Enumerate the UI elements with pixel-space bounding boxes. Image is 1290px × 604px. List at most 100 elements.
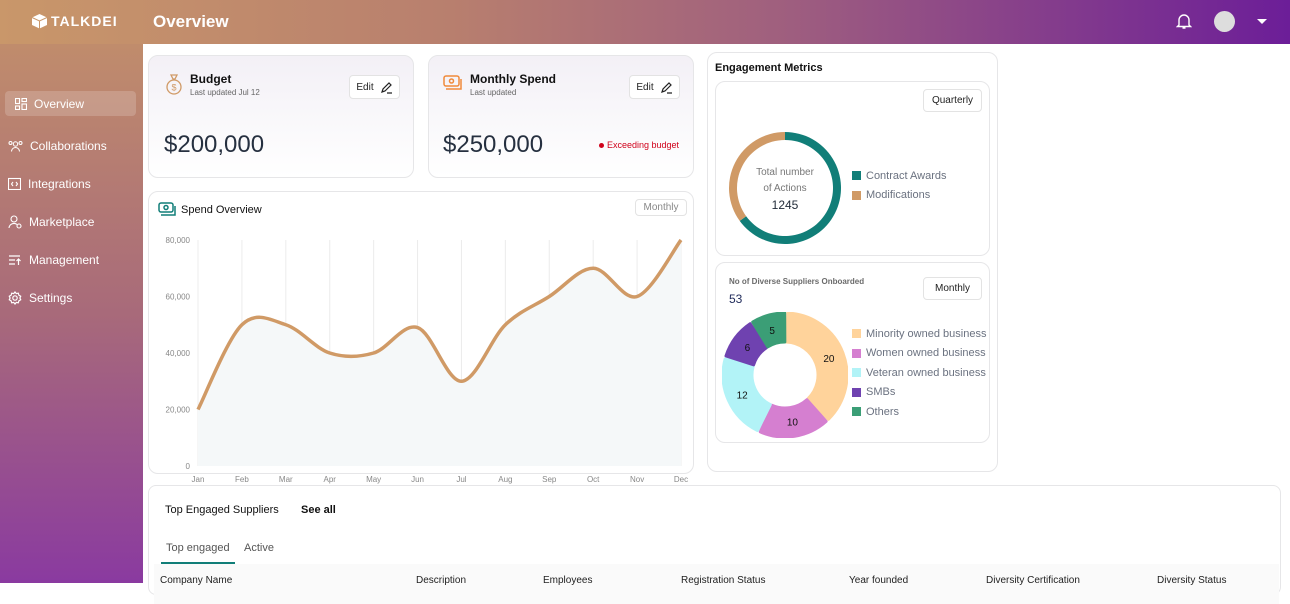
period-select[interactable]: Monthly (635, 199, 687, 216)
diverse-total: 53 (729, 292, 742, 306)
sidebar-item-label: Integrations (28, 177, 91, 191)
tab-active[interactable]: Active (244, 542, 274, 554)
diverse-legend: Minority owned business Women owned busin… (852, 324, 986, 422)
column-header[interactable]: Diversity Status (1157, 575, 1226, 586)
segment-label: 12 (737, 390, 749, 401)
legend-item: Contract Awards (852, 166, 947, 186)
cash-icon (443, 75, 462, 91)
sidebar-item-integrations[interactable]: Integrations (5, 171, 136, 196)
x-tick-label: Mar (279, 475, 293, 484)
donut-center: Total number of Actions 1245 (735, 165, 835, 213)
quarterly-select[interactable]: Quarterly (923, 89, 982, 112)
bell-icon[interactable] (1176, 12, 1192, 30)
legend-swatch (852, 349, 861, 358)
suppliers-title: Top Engaged Suppliers (165, 504, 279, 516)
legend-swatch (852, 368, 861, 377)
column-header[interactable]: Diversity Certification (986, 575, 1080, 586)
x-tick-label: Nov (630, 475, 644, 484)
edit-monthly-spend-button[interactable]: Edit (629, 75, 680, 99)
edit-label: Edit (636, 82, 653, 93)
legend-item: SMBs (852, 383, 986, 403)
legend-label: Minority owned business (866, 328, 986, 340)
x-tick-label: Jan (192, 475, 205, 484)
segment-label: 6 (745, 343, 751, 354)
x-tick-label: May (366, 475, 381, 484)
y-tick-label: 60,000 (166, 293, 191, 302)
legend-label: Modifications (866, 189, 930, 201)
column-header[interactable]: Employees (543, 575, 592, 586)
status-dot-icon (599, 143, 604, 148)
see-all-link[interactable]: See all (301, 504, 336, 516)
segment-label: 20 (823, 354, 835, 365)
gear-icon (8, 291, 22, 305)
period-label: Quarterly (932, 95, 973, 106)
x-tick-label: Dec (674, 475, 688, 484)
chevron-down-icon[interactable] (1257, 19, 1267, 24)
list-upload-icon (8, 254, 22, 266)
avatar[interactable] (1214, 11, 1235, 32)
period-label: Monthly (643, 202, 678, 213)
spend-overview-title: Spend Overview (181, 204, 262, 216)
sidebar-item-management[interactable]: Management (5, 247, 136, 272)
segment-label: 10 (787, 417, 799, 428)
grid-icon (15, 98, 27, 110)
center-label: Total number (735, 165, 835, 181)
code-box-icon (8, 177, 21, 190)
period-label: Monthly (935, 283, 970, 294)
y-tick-label: 80,000 (166, 236, 191, 245)
segment-label: 5 (769, 326, 775, 337)
x-tick-label: Jul (456, 475, 466, 484)
center-label: of Actions (735, 181, 835, 197)
sidebar-item-label: Overview (34, 97, 84, 111)
x-tick-label: Aug (498, 475, 512, 484)
sidebar-item-collaborations[interactable]: Collaborations (5, 133, 136, 158)
x-tick-label: Sep (542, 475, 557, 484)
column-header[interactable]: Company Name (160, 575, 232, 586)
status-text: Exceeding budget (607, 140, 679, 150)
money-bag-icon: $ (165, 73, 183, 95)
budget-updated: Last updated Jul 12 (190, 88, 260, 97)
tab-top-engaged[interactable]: Top engaged (161, 542, 235, 564)
legend-label: Women owned business (866, 347, 986, 359)
actions-legend: Contract Awards Modifications (852, 166, 947, 205)
edit-label: Edit (356, 82, 373, 93)
sidebar-item-label: Marketplace (29, 215, 94, 229)
sidebar-item-label: Collaborations (30, 139, 107, 153)
x-tick-label: Jun (411, 475, 424, 484)
monthly-spend-updated: Last updated (470, 88, 516, 97)
x-tick-label: Apr (324, 475, 337, 484)
budget-card: $ Budget Last updated Jul 12 Edit $200,0… (148, 55, 414, 178)
legend-item: Veteran owned business (852, 363, 986, 383)
y-tick-label: 0 (186, 462, 191, 471)
x-tick-label: Oct (587, 475, 600, 484)
column-header[interactable]: Registration Status (681, 575, 766, 586)
legend-item: Minority owned business (852, 324, 986, 344)
sidebar-item-settings[interactable]: Settings (5, 285, 136, 310)
svg-text:$: $ (171, 83, 176, 93)
sidebar-item-overview[interactable]: Overview (5, 91, 136, 116)
sidebar-item-label: Settings (29, 291, 72, 305)
edit-budget-button[interactable]: Edit (349, 75, 400, 99)
legend-label: Veteran owned business (866, 367, 986, 379)
pencil-icon (380, 81, 393, 94)
legend-swatch (852, 171, 861, 180)
budget-title: Budget (190, 72, 231, 86)
legend-swatch (852, 407, 861, 416)
status-badge: Exceeding budget (599, 140, 679, 150)
cash-icon (158, 202, 176, 217)
legend-label: SMBs (866, 386, 895, 398)
legend-swatch (852, 329, 861, 338)
x-tick-label: Feb (235, 475, 249, 484)
sidebar (0, 44, 143, 583)
user-tag-icon (8, 215, 22, 229)
logo[interactable]: TALKDEI (31, 13, 118, 29)
legend-swatch (852, 388, 861, 397)
monthly-select[interactable]: Monthly (923, 277, 982, 300)
column-header[interactable]: Description (416, 575, 466, 586)
legend-item: Others (852, 402, 986, 422)
column-header[interactable]: Year founded (849, 575, 908, 586)
sidebar-item-marketplace[interactable]: Marketplace (5, 209, 136, 234)
legend-swatch (852, 191, 861, 200)
legend-item: Modifications (852, 186, 947, 206)
